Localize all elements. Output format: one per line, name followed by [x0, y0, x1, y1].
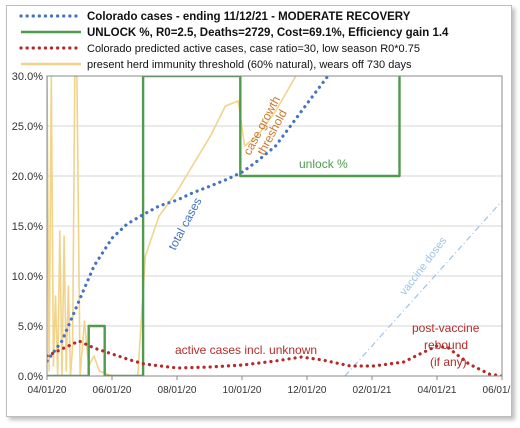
x-tick-label: 10/01/20: [223, 385, 262, 396]
legend-label: present herd immunity threshold (60% nat…: [87, 59, 412, 71]
legend-label: UNLOCK %, R0=2.5, Deaths=2729, Cost=69.1…: [87, 27, 449, 39]
y-axis: 0.0% 5.0% 10.0% 15.0% 20.0% 25.0% 30.0%: [12, 71, 43, 383]
chart-frame: 0.0% 5.0% 10.0% 15.0% 20.0% 25.0% 30.0% 04/01/…: [6, 5, 512, 417]
annotation-label: rebound: [424, 338, 468, 352]
series-line: [47, 76, 330, 363]
y-tick-label: 15.0%: [12, 221, 43, 233]
series-line: [47, 339, 502, 376]
x-tick-label: 06/01/20: [93, 385, 132, 396]
y-tick-label: 10.0%: [12, 271, 43, 283]
y-tick-label: 0.0%: [18, 371, 43, 383]
x-tick-label: 04/01/21: [418, 385, 457, 396]
x-tick-label: 08/01/20: [158, 385, 197, 396]
y-tick-label: 20.0%: [12, 171, 43, 183]
series-line: [47, 76, 297, 376]
y-tick-label: 30.0%: [12, 71, 43, 83]
legend: Colorado cases - ending 11/12/21 - MODER…: [19, 11, 449, 71]
annotation-label: (if any): [430, 355, 467, 369]
x-tick-label: 12/01/20: [288, 385, 327, 396]
annotation-label: active cases incl. unknown: [175, 343, 317, 357]
x-tick-label: 04/01/20: [28, 385, 67, 396]
series-line: [344, 200, 502, 376]
plot-area-border: [46, 75, 503, 377]
x-tick-label: 06/01/21: [483, 385, 511, 396]
y-tick-label: 5.0%: [18, 321, 43, 333]
legend-label: Colorado predicted active cases, case ra…: [87, 43, 420, 55]
annotation-label: unlock %: [299, 157, 348, 171]
annotation-label: post-vaccine: [412, 321, 480, 335]
legend-label: Colorado cases - ending 11/12/21 - MODER…: [87, 11, 411, 23]
annotation-label: total cases: [165, 195, 204, 252]
x-axis: 04/01/20 06/01/20 08/01/20 10/01/20 12/01/20…: [28, 376, 511, 396]
series-group: [47, 76, 502, 376]
x-tick-label: 02/01/21: [353, 385, 392, 396]
y-tick-label: 25.0%: [12, 121, 43, 133]
series-line: [47, 76, 401, 376]
chart-svg: 0.0% 5.0% 10.0% 15.0% 20.0% 25.0% 30.0% 04/01/…: [12, 11, 511, 396]
